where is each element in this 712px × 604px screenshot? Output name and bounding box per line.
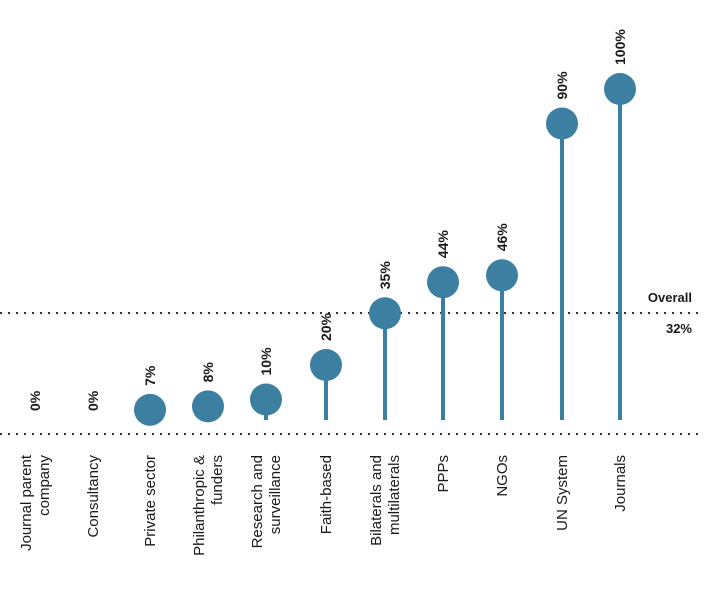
point-ppps [427,266,459,299]
category-label-faith-based: Faith-based [318,455,335,534]
value-label-ppps: 44% [435,230,451,259]
point-philanthropic-funders [192,390,224,423]
category-label-consultancy: Consultancy [85,455,102,538]
chart-marks: 0% Journal parentcompany 0% Consultancy 7% Pr… [18,29,636,556]
reference-label-value: 32% [666,321,692,336]
point-ngos [486,259,518,292]
value-label-consultancy: 0% [85,390,101,411]
category-label-ngos: NGOs [494,455,511,497]
point-private-sector [134,393,166,426]
category-label-journals: Journals [612,455,629,512]
category-label-ppps: PPPs [435,455,452,493]
value-label-research-and-surveillance: 10% [258,347,274,376]
value-label-bilaterals-and-multilaterals: 35% [377,261,393,290]
value-label-philanthropic-funders: 8% [200,362,216,383]
value-label-un-system: 90% [554,71,570,100]
value-label-faith-based: 20% [318,312,334,341]
category-label-un-system: UN System [554,455,571,531]
point-faith-based [310,349,342,381]
reference-label-overall: Overall [648,290,692,305]
point-research-and-surveillance [250,383,282,416]
point-un-system [546,107,578,140]
point-journals [604,73,636,105]
value-label-ngos: 46% [494,223,510,252]
category-label-journal-parent-company: Journal parentcompany [18,454,53,551]
point-bilaterals-and-multilaterals [369,297,401,330]
category-label-research-and-surveillance: Research andsurveillance [249,455,284,548]
value-label-journal-parent-company: 0% [27,390,43,411]
category-label-bilaterals-and-multilaterals: Bilaterals andmultilaterals [368,455,403,546]
value-label-journals: 100% [612,29,628,65]
value-label-private-sector: 7% [142,365,158,386]
category-label-philanthropic-funders: Philanthropic &funders [191,455,226,556]
category-label-private-sector: Private sector [142,455,159,547]
